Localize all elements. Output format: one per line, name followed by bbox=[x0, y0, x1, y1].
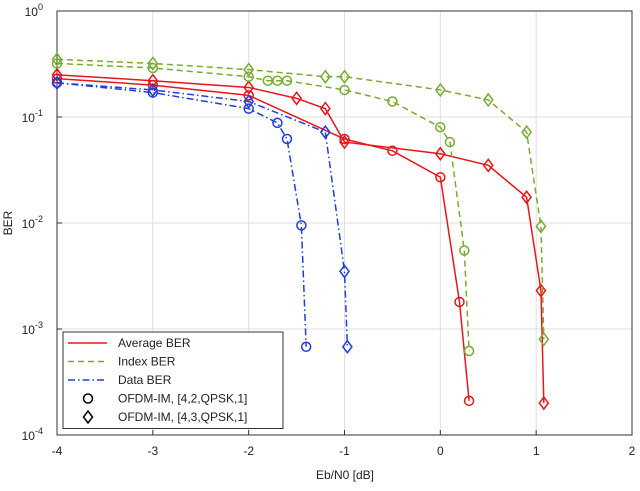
marker bbox=[147, 82, 159, 98]
marker bbox=[51, 75, 63, 91]
series-line bbox=[56, 62, 470, 352]
y-axis-label: BER bbox=[1, 210, 15, 235]
tick-exponent: -3 bbox=[35, 320, 43, 330]
marker bbox=[243, 90, 254, 101]
marker bbox=[82, 393, 94, 404]
legend-label: OFDM-IM, [4,3,QPSK,1] bbox=[118, 410, 247, 424]
legend-label: OFDM-IM, [4,2,QPSK,1] bbox=[118, 392, 247, 406]
x-tick-label: 2 bbox=[629, 444, 636, 458]
marker bbox=[319, 69, 331, 84]
y-tick-label: 10-4 bbox=[22, 426, 43, 443]
x-tick-label: -2 bbox=[243, 444, 254, 458]
series-line bbox=[56, 82, 349, 347]
marker bbox=[538, 332, 550, 347]
marker bbox=[434, 82, 446, 98]
marker bbox=[521, 189, 533, 205]
marker bbox=[319, 101, 331, 116]
legend-label: Data BER bbox=[118, 373, 172, 387]
marker bbox=[387, 96, 398, 107]
x-tick-label: 0 bbox=[437, 444, 444, 458]
tick-exponent: -2 bbox=[35, 214, 43, 224]
x-tick-label: -3 bbox=[147, 444, 158, 458]
marker bbox=[291, 91, 303, 106]
marker bbox=[387, 145, 398, 157]
marker bbox=[272, 117, 283, 129]
marker bbox=[82, 409, 94, 425]
tick-base: 10 bbox=[22, 217, 36, 231]
legend-label: Average BER bbox=[118, 336, 191, 350]
marker bbox=[482, 92, 494, 108]
x-axis-label: Eb/N0 [dB] bbox=[316, 468, 374, 482]
marker bbox=[482, 158, 494, 173]
tick-exponent: 0 bbox=[38, 2, 43, 12]
marker bbox=[281, 75, 293, 86]
marker bbox=[454, 296, 465, 308]
y-tick-label: 10-1 bbox=[22, 108, 43, 125]
tick-base: 10 bbox=[22, 323, 36, 337]
marker bbox=[538, 395, 550, 411]
marker bbox=[339, 84, 350, 96]
marker bbox=[319, 124, 331, 140]
marker bbox=[521, 124, 533, 140]
marker bbox=[435, 172, 446, 183]
marker bbox=[243, 80, 255, 95]
marker bbox=[535, 219, 547, 234]
marker bbox=[296, 220, 307, 231]
tick-exponent: -4 bbox=[35, 426, 43, 436]
legend-label: Index BER bbox=[118, 355, 176, 369]
series-line bbox=[56, 58, 545, 340]
y-tick-label: 10-2 bbox=[22, 214, 43, 231]
marker bbox=[463, 345, 475, 357]
plot-frame bbox=[56, 10, 633, 436]
marker bbox=[435, 122, 446, 133]
x-tick-label: 1 bbox=[533, 444, 540, 458]
marker bbox=[535, 283, 547, 298]
y-tick-label: 10-3 bbox=[22, 320, 43, 337]
marker bbox=[243, 94, 255, 109]
marker bbox=[51, 58, 63, 69]
marker bbox=[463, 395, 475, 407]
tick-base: 10 bbox=[25, 5, 39, 19]
marker bbox=[51, 52, 63, 67]
x-tick-label: -1 bbox=[339, 444, 350, 458]
marker bbox=[51, 67, 63, 83]
series-line bbox=[56, 74, 545, 404]
marker bbox=[147, 73, 159, 88]
marker bbox=[434, 146, 446, 162]
tick-base: 10 bbox=[22, 429, 36, 443]
marker bbox=[459, 245, 470, 256]
marker bbox=[339, 133, 350, 145]
marker bbox=[339, 264, 350, 279]
marker bbox=[341, 339, 353, 355]
tick-base: 10 bbox=[22, 111, 36, 125]
marker bbox=[243, 71, 254, 82]
marker bbox=[339, 134, 350, 150]
marker bbox=[444, 136, 456, 148]
marker bbox=[339, 69, 350, 84]
marker bbox=[281, 133, 293, 145]
marker bbox=[243, 62, 255, 77]
y-tick-label: 100 bbox=[25, 2, 43, 19]
marker bbox=[243, 103, 254, 114]
marker bbox=[147, 56, 159, 71]
x-tick-label: -4 bbox=[52, 444, 63, 458]
tick-exponent: -1 bbox=[35, 108, 43, 118]
marker bbox=[300, 341, 312, 353]
